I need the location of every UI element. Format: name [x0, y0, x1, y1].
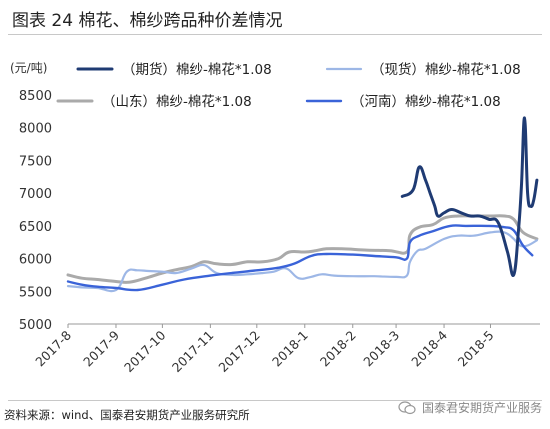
- legend-label-2: （山东）棉纱-棉花*1.08: [102, 94, 252, 110]
- y-tick-label: 7500: [19, 154, 52, 169]
- x-tick-label: 2018-4: [408, 327, 450, 369]
- y-tick-label: 8000: [19, 122, 52, 137]
- chart-title: 图表 24 棉花、棉纱跨品种价差情况: [12, 11, 283, 31]
- legend-label-3: （河南）棉纱-棉花*1.08: [351, 94, 501, 110]
- wechat-icon: [398, 400, 416, 414]
- y-axis-ticks: 8500 8000 7500 7000 6500 6000 5500 5000: [19, 89, 52, 333]
- y-tick-label: 5000: [19, 318, 52, 333]
- x-tick-label: 2018-1: [269, 328, 311, 370]
- title-divider: [8, 34, 542, 35]
- series-lines: [66, 116, 539, 293]
- legend-label-1: （现货）棉纱-棉花*1.08: [371, 61, 521, 78]
- source-note: 资料来源：wind、国泰君安期货产业服务研究所: [4, 408, 250, 422]
- line-chart: （期货）棉纱-棉花*1.08 （现货）棉纱-棉花*1.08 （山东）棉纱-棉花*1.…: [10, 61, 540, 376]
- x-tick-label: 2017-11: [169, 328, 217, 376]
- y-tick-label: 5500: [19, 285, 52, 300]
- series-line-3: [66, 224, 534, 292]
- y-tick-label: 7000: [19, 187, 52, 202]
- x-tick-label: 2017-12: [215, 328, 263, 376]
- series-line-1: [66, 230, 538, 293]
- chart-legend: （期货）棉纱-棉花*1.08 （现货）棉纱-棉花*1.08 （山东）棉纱-棉花*1.…: [56, 61, 521, 110]
- footer-divider: [8, 400, 542, 401]
- y-tick-label: 6000: [19, 253, 52, 268]
- y-tick-label: 8500: [19, 89, 52, 104]
- x-tick-label: 2017-9: [80, 327, 122, 369]
- series-line-0: [400, 116, 539, 277]
- x-tick-label: 2018-2: [317, 328, 359, 370]
- y-axis-label: (元/吨): [10, 61, 47, 75]
- y-tick-label: 6500: [19, 220, 52, 235]
- watermark-text: 国泰君安期货产业服务: [421, 401, 542, 415]
- watermark: 国泰君安期货产业服务: [398, 399, 542, 416]
- x-tick-label: 2017-8: [32, 327, 74, 369]
- x-tick-label: 2018-3: [360, 328, 402, 370]
- legend-label-0: （期货）棉纱-棉花*1.08: [122, 61, 272, 78]
- x-tick-label: 2018-5: [455, 328, 497, 370]
- x-tick-label: 2017-10: [121, 327, 169, 375]
